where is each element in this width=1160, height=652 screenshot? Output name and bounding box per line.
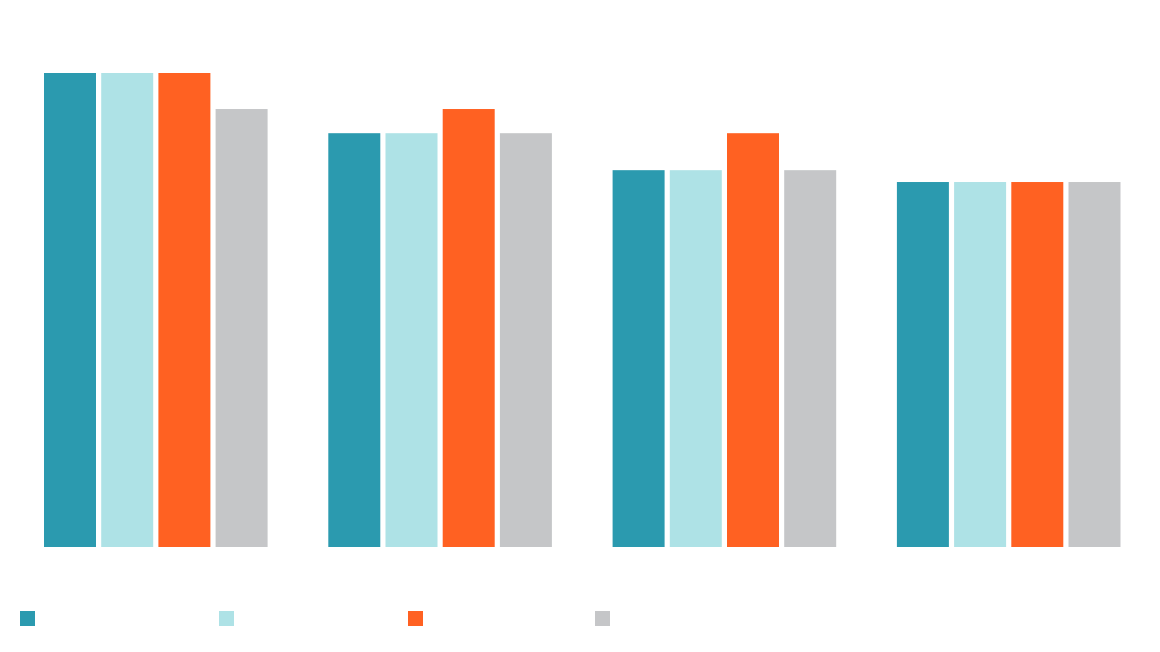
legend-swatch [408,611,423,626]
bar [669,170,722,548]
legend-swatch [20,611,35,626]
bar [612,170,665,548]
bar [727,133,779,547]
bar [442,109,495,548]
bar [954,182,1007,547]
bar [215,109,268,548]
bar [1068,182,1121,547]
bar [101,73,154,547]
bar [784,170,837,548]
bar [1011,182,1064,547]
legend-swatch [595,611,610,626]
bar [328,133,381,547]
bar [896,182,949,547]
bar [385,133,438,547]
bar [158,73,211,547]
bar [44,73,96,547]
legend-swatch [219,611,234,626]
bar [499,133,552,547]
